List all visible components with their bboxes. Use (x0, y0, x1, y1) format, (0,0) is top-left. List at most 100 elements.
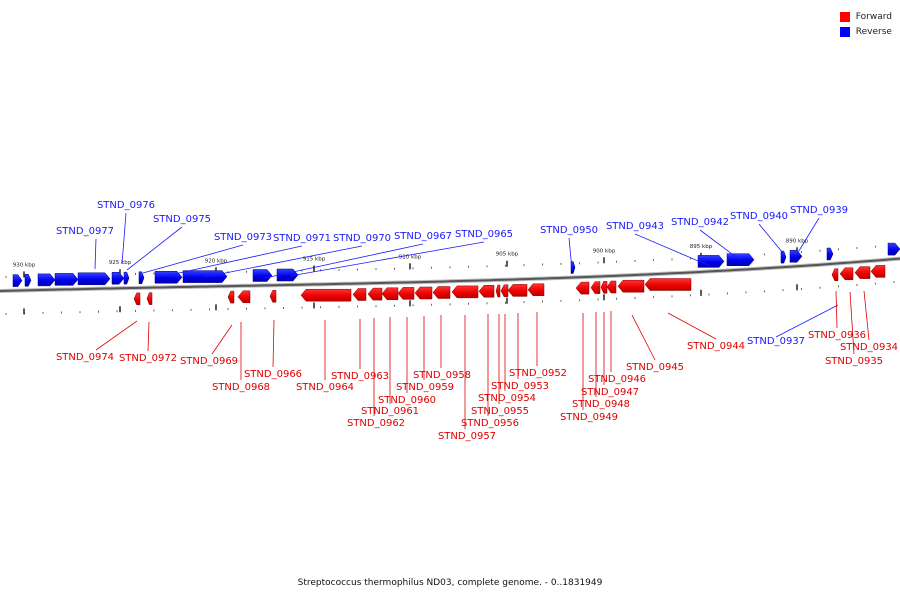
forward-gene-arrow[interactable] (432, 286, 451, 299)
gene-label-stnd-0955[interactable]: STND_0955 (471, 406, 529, 417)
gene-label-stnd-0968[interactable]: STND_0968 (212, 382, 270, 393)
reverse-gene-arrow[interactable] (77, 272, 111, 286)
gene-label-stnd-0950[interactable]: STND_0950 (540, 225, 598, 236)
forward-gene-arrow[interactable] (839, 267, 854, 281)
forward-gene-arrow[interactable] (495, 284, 501, 298)
gene-label-stnd-0974[interactable]: STND_0974 (56, 352, 114, 363)
gene-label-stnd-0949[interactable]: STND_0949 (560, 412, 618, 423)
leader-stnd-0942 (699, 229, 741, 261)
reverse-gene-arrow[interactable] (12, 274, 23, 287)
gene-label-stnd-0953[interactable]: STND_0953 (491, 381, 549, 392)
forward-gene-arrow[interactable] (133, 292, 141, 306)
leader-stnd-0977 (94, 238, 97, 270)
forward-gene-arrow[interactable] (227, 290, 235, 304)
gene-label-stnd-0975[interactable]: STND_0975 (153, 214, 211, 225)
reverse-gene-arrow[interactable] (123, 271, 130, 285)
scale-label: 930 kbp (13, 262, 36, 268)
gene-label-stnd-0967[interactable]: STND_0967 (394, 231, 452, 242)
gene-label-stnd-0934[interactable]: STND_0934 (840, 342, 898, 353)
scale-label: 895 kbp (690, 244, 713, 250)
forward-gene-arrow[interactable] (600, 281, 608, 294)
gene-label-stnd-0966[interactable]: STND_0966 (244, 369, 302, 380)
gene-label-stnd-0944[interactable]: STND_0944 (687, 341, 745, 352)
gene-label-stnd-0952[interactable]: STND_0952 (509, 368, 567, 379)
gene-label-stnd-0947[interactable]: STND_0947 (581, 387, 639, 398)
gene-label-stnd-0956[interactable]: STND_0956 (461, 418, 519, 429)
gene-label-stnd-0969[interactable]: STND_0969 (180, 356, 238, 367)
reverse-gene-arrow[interactable] (570, 261, 576, 274)
legend-forward: Forward (839, 9, 892, 24)
genes (12, 242, 900, 306)
reverse-gene-arrow[interactable] (697, 255, 725, 268)
gene-label-stnd-0976[interactable]: STND_0976 (97, 200, 155, 211)
forward-gene-arrow[interactable] (146, 292, 153, 305)
gene-label-stnd-0942[interactable]: STND_0942 (671, 217, 729, 228)
forward-gene-arrow[interactable] (575, 281, 590, 295)
gene-label-stnd-0973[interactable]: STND_0973 (214, 232, 272, 243)
gene-label-stnd-0962[interactable]: STND_0962 (347, 418, 405, 429)
forward-gene-arrow[interactable] (590, 281, 601, 294)
forward-gene-arrow[interactable] (478, 285, 495, 298)
forward-gene-arrow[interactable] (352, 288, 367, 301)
scale-label: 920 kbp (205, 258, 228, 264)
gene-label-stnd-0963[interactable]: STND_0963 (331, 371, 389, 382)
reverse-gene-arrow[interactable] (887, 242, 900, 256)
forward-gene-arrow[interactable] (300, 288, 352, 302)
gene-label-stnd-0948[interactable]: STND_0948 (572, 399, 630, 410)
gene-label-stnd-0960[interactable]: STND_0960 (378, 395, 436, 406)
reverse-gene-arrow[interactable] (24, 274, 32, 287)
gene-label-stnd-0977[interactable]: STND_0977 (56, 226, 114, 237)
forward-gene-arrow[interactable] (617, 279, 645, 293)
gene-label-stnd-0961[interactable]: STND_0961 (361, 406, 419, 417)
leader-stnd-0934 (863, 290, 870, 341)
reverse-gene-arrow[interactable] (154, 271, 183, 284)
forward-gene-arrow[interactable] (269, 290, 277, 303)
reverse-gene-arrow[interactable] (726, 253, 755, 266)
forward-gene-arrow[interactable] (414, 286, 433, 300)
forward-gene-arrow[interactable] (367, 287, 383, 301)
leader-stnd-0945 (631, 314, 656, 361)
forward-gene-arrow[interactable] (870, 265, 886, 278)
forward-gene-arrow[interactable] (644, 278, 692, 291)
reverse-gene-arrow[interactable] (138, 271, 145, 285)
gene-label-stnd-0970[interactable]: STND_0970 (333, 233, 391, 244)
gene-label-stnd-0972[interactable]: STND_0972 (119, 353, 177, 364)
gene-label-stnd-0965[interactable]: STND_0965 (455, 229, 513, 240)
gene-label-stnd-0964[interactable]: STND_0964 (296, 382, 354, 393)
gene-label-stnd-0935[interactable]: STND_0935 (825, 356, 883, 367)
reverse-gene-arrow[interactable] (111, 272, 125, 285)
forward-gene-arrow[interactable] (451, 285, 479, 299)
reverse-gene-arrow[interactable] (780, 250, 787, 264)
gene-label-stnd-0943[interactable]: STND_0943 (606, 221, 664, 232)
leader-stnd-0970 (204, 245, 363, 278)
gene-label-stnd-0937[interactable]: STND_0937 (747, 336, 805, 347)
backbone (0, 256, 900, 294)
gene-label-stnd-0954[interactable]: STND_0954 (478, 393, 536, 404)
leader-stnd-0967 (264, 243, 424, 279)
forward-gene-arrow[interactable] (527, 283, 545, 297)
forward-gene-arrow[interactable] (500, 284, 509, 298)
forward-gene-arrow[interactable] (854, 266, 871, 279)
gene-label-stnd-0939[interactable]: STND_0939 (790, 205, 848, 216)
forward-gene-arrow[interactable] (606, 280, 617, 294)
gene-label-stnd-0945[interactable]: STND_0945 (626, 362, 684, 373)
forward-gene-arrow[interactable] (381, 287, 399, 301)
leader-stnd-0950 (568, 237, 573, 271)
gene-label-stnd-0946[interactable]: STND_0946 (588, 374, 646, 385)
gene-label-stnd-0958[interactable]: STND_0958 (413, 370, 471, 381)
reverse-gene-arrow[interactable] (826, 247, 834, 261)
gene-label-stnd-0936[interactable]: STND_0936 (808, 330, 866, 341)
reverse-gene-arrow[interactable] (252, 269, 273, 282)
gene-label-stnd-0940[interactable]: STND_0940 (730, 211, 788, 222)
reverse-gene-arrow[interactable] (54, 273, 79, 286)
reverse-gene-arrow[interactable] (789, 250, 803, 263)
forward-gene-arrow[interactable] (397, 287, 415, 300)
forward-gene-arrow[interactable] (237, 290, 251, 304)
reverse-gene-arrow[interactable] (37, 273, 56, 287)
gene-label-stnd-0971[interactable]: STND_0971 (273, 233, 331, 244)
forward-gene-arrow[interactable] (507, 284, 528, 297)
gene-label-stnd-0957[interactable]: STND_0957 (438, 431, 496, 442)
forward-gene-arrow[interactable] (831, 268, 839, 281)
label-leader-lines (94, 212, 870, 429)
gene-label-stnd-0959[interactable]: STND_0959 (396, 382, 454, 393)
